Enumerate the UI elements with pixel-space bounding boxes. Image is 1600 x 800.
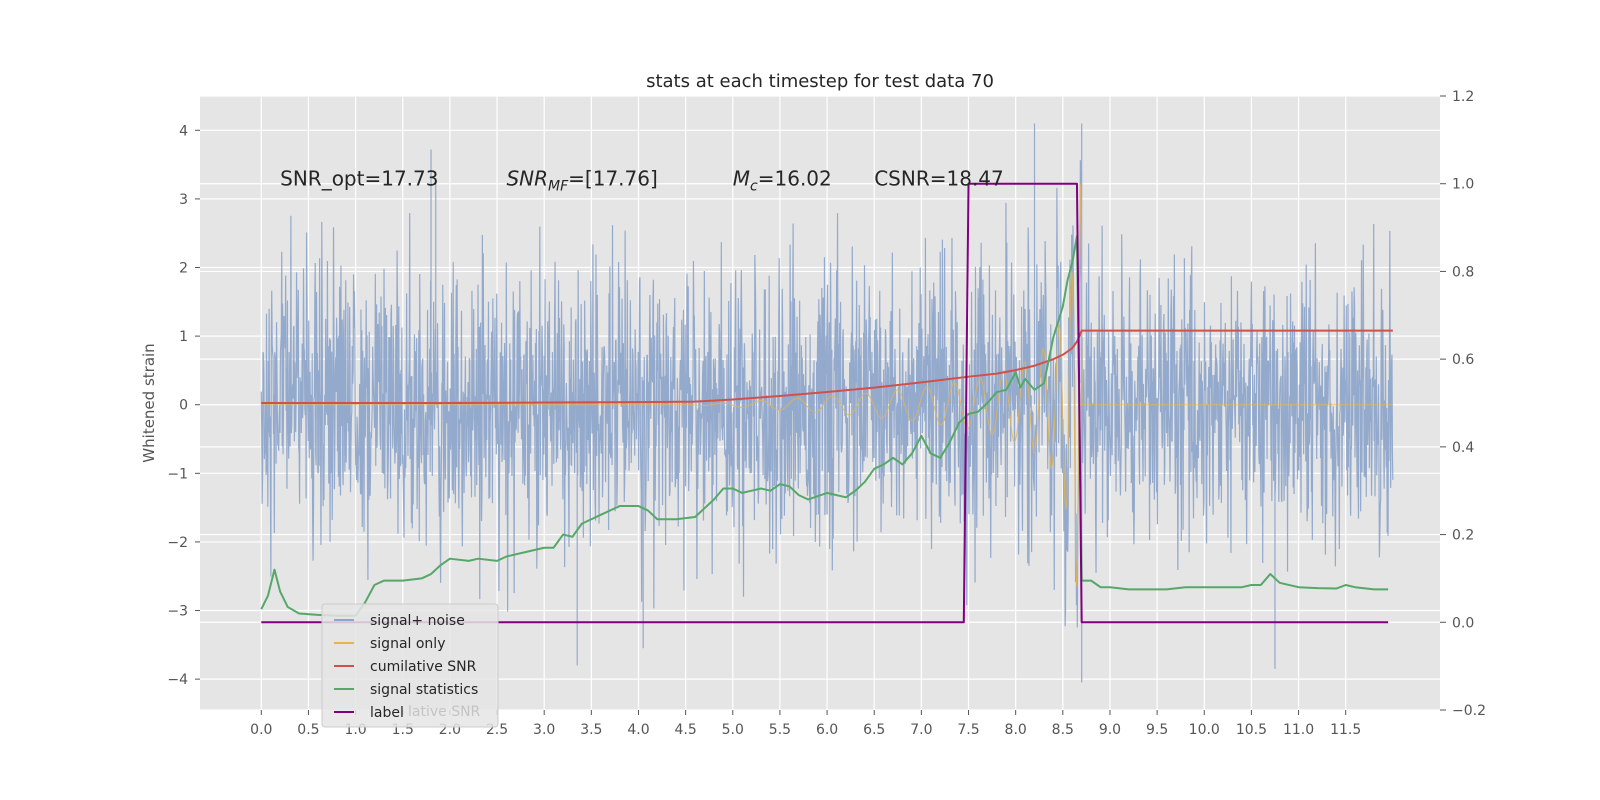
annotation-2: Mc=16.02 bbox=[733, 166, 832, 194]
x-tick-label: 0.5 bbox=[297, 722, 319, 738]
y-tick-label: 3 bbox=[179, 192, 188, 208]
y-tick-label: −3 bbox=[167, 604, 188, 620]
y-tick-label: −1 bbox=[167, 466, 188, 482]
x-tick-label: 11.0 bbox=[1283, 722, 1314, 738]
legend: lative SNR signal+ noise signal only cumila… bbox=[321, 603, 499, 728]
y2-tick-label: 1.2 bbox=[1452, 89, 1474, 105]
x-tick-label: 7.0 bbox=[910, 722, 932, 738]
x-tick-label: 3.5 bbox=[580, 722, 602, 738]
legend-box bbox=[321, 603, 499, 728]
y2-tick-label: −0.2 bbox=[1452, 703, 1486, 719]
chart-title: stats at each timestep for test data 70 bbox=[646, 71, 994, 92]
x-tick-label: 4.5 bbox=[674, 722, 696, 738]
x-tick-label: 10.5 bbox=[1236, 722, 1267, 738]
x-tick-label: 9.5 bbox=[1146, 722, 1168, 738]
legend-ghost-text: lative SNR bbox=[408, 704, 481, 720]
annotations: SNR_opt=17.73 SNRMF=[17.76] Mc=16.02 CSNR=1… bbox=[280, 166, 1004, 194]
y-tick-label: −4 bbox=[167, 672, 188, 688]
x-tick-label: 9.0 bbox=[1099, 722, 1121, 738]
series-label bbox=[261, 182, 1389, 624]
x-tick-label: 3.0 bbox=[533, 722, 555, 738]
legend-label: label bbox=[370, 705, 404, 721]
x-tick-label: 0.0 bbox=[250, 722, 272, 738]
y2-tick-label: 0.6 bbox=[1452, 352, 1474, 368]
x-tick-label: 6.0 bbox=[816, 722, 838, 738]
y2-tick-label: 1.0 bbox=[1452, 177, 1474, 193]
y-tick-label: 2 bbox=[179, 261, 188, 277]
series-signal-only bbox=[261, 183, 1393, 587]
x-tick-label: 5.5 bbox=[769, 722, 791, 738]
y-tick-label: −2 bbox=[167, 535, 188, 551]
y2-tick-label: 0.8 bbox=[1452, 264, 1474, 280]
series-cumilative-snr bbox=[261, 329, 1393, 404]
x-tick-label: 5.0 bbox=[722, 722, 744, 738]
annotation-1: SNRMF=[17.76] bbox=[506, 166, 657, 194]
annotation-3: CSNR=18.47 bbox=[874, 166, 1004, 190]
y2-tick-label: 0.4 bbox=[1452, 440, 1474, 456]
legend-label: signal only bbox=[370, 636, 445, 652]
y-axis-label: Whitened strain bbox=[140, 343, 158, 462]
y-tick-label: 4 bbox=[179, 123, 188, 139]
y-tick-label: 1 bbox=[179, 329, 188, 345]
x-tick-label: 8.5 bbox=[1052, 722, 1074, 738]
x-tick-label: 8.0 bbox=[1005, 722, 1027, 738]
x-tick-label: 10.0 bbox=[1189, 722, 1220, 738]
legend-label: signal+ noise bbox=[370, 613, 465, 629]
y2-tick-label: 0.0 bbox=[1452, 615, 1474, 631]
legend-label: signal statistics bbox=[370, 682, 478, 698]
x-tick-label: 4.0 bbox=[627, 722, 649, 738]
x-tick-label: 7.5 bbox=[957, 722, 979, 738]
data-layer bbox=[260, 123, 1394, 683]
legend-label: cumilative SNR bbox=[370, 659, 477, 675]
x-tick-label: 6.5 bbox=[863, 722, 885, 738]
y2-tick-label: 0.2 bbox=[1452, 528, 1474, 544]
x-tick-label: 11.5 bbox=[1330, 722, 1361, 738]
annotation-0: SNR_opt=17.73 bbox=[280, 166, 438, 190]
y-tick-label: 0 bbox=[179, 398, 188, 414]
